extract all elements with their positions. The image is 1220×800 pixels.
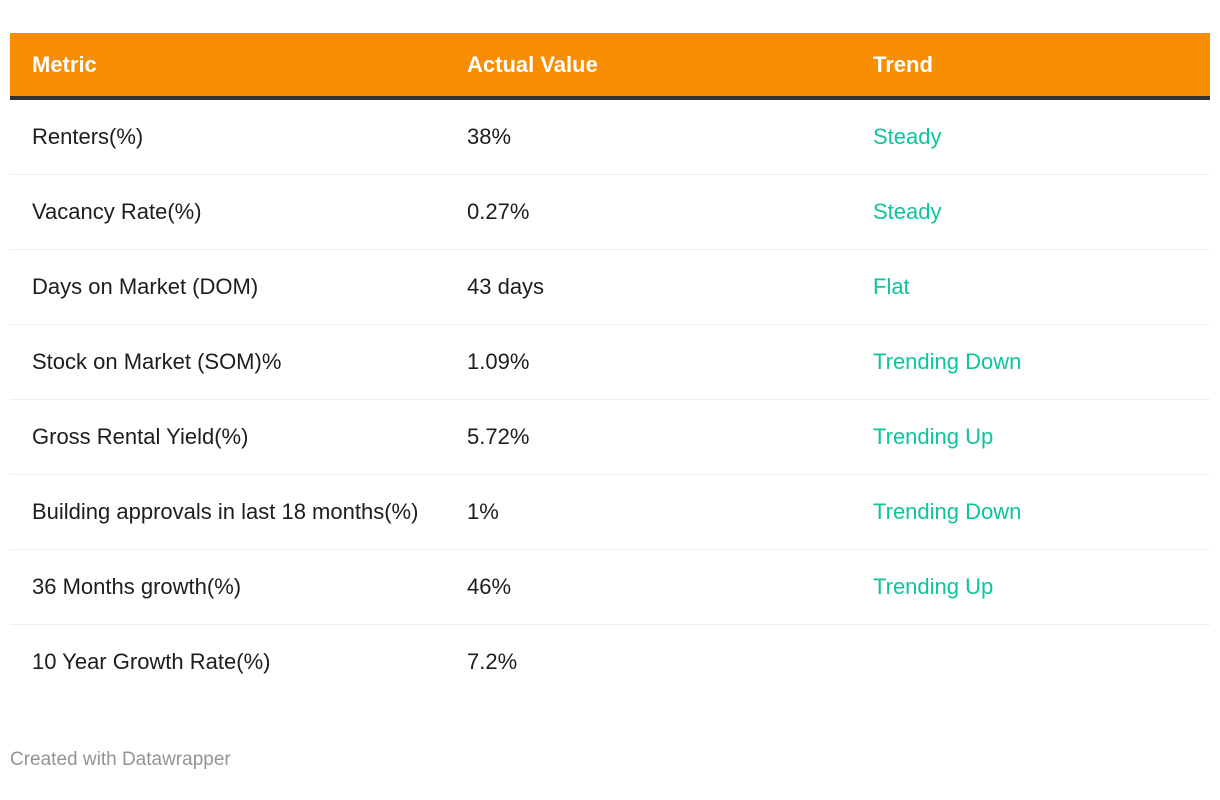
trend-cell: Steady [851,174,1210,250]
table-row: 36 Months growth(%) 46% Trending Up [10,549,1210,625]
table-row: Vacancy Rate(%) 0.27% Steady [10,174,1210,250]
value-cell: 43 days [445,249,851,325]
value-cell: 5.72% [445,399,851,475]
table-row: Building approvals in last 18 months(%) 1… [10,474,1210,550]
metrics-table: Metric Actual Value Trend Renters(%) 38% S… [10,33,1210,699]
table-row: Days on Market (DOM) 43 days Flat [10,249,1210,325]
header-cell-trend: Trend [851,33,1210,100]
trend-cell: Trending Up [851,549,1210,625]
value-cell: 46% [445,549,851,625]
trend-cell: Trending Down [851,324,1210,400]
metric-cell: 10 Year Growth Rate(%) [32,649,271,674]
value-cell: 1.09% [445,324,851,400]
header-cell-metric: Metric [10,33,445,100]
metric-cell: Renters(%) [10,98,445,175]
value-cell: 38% [445,98,851,175]
table-row: Gross Rental Yield(%) 5.72% Trending Up [10,399,1210,475]
trend-cell: Trending Down [851,474,1210,550]
table-header: Metric Actual Value Trend [10,33,1210,100]
metric-cell: Vacancy Rate(%) [10,174,445,250]
trend-cell: Trending Up [851,399,1210,475]
table-row: 10 Year Growth Rate(%) 7.2% [10,625,1210,700]
trend-cell: Flat [851,249,1210,325]
value-cell: 0.27% [445,174,851,250]
attribution-text: Created with Datawrapper [10,749,231,770]
table-row: Renters(%) 38% Steady [10,98,1210,175]
metric-cell: 36 Months growth(%) [10,549,445,625]
trend-cell [851,625,1210,700]
trend-cell: Steady [851,98,1210,175]
header-cell-actual-value: Actual Value [445,33,851,100]
header-row: Metric Actual Value Trend [10,33,1210,100]
table-row: Stock on Market (SOM)% 1.09% Trending Down [10,324,1210,400]
datawrapper-table-widget: Metric Actual Value Trend Renters(%) 38% S… [10,33,1210,770]
table-body: Renters(%) 38% Steady Vacancy Rate(%) 0.27% S… [10,98,1210,699]
value-cell: 7.2% [467,649,518,674]
metric-cell: Stock on Market (SOM)% [10,324,445,400]
metric-cell: Days on Market (DOM) [10,249,445,325]
metric-cell: Gross Rental Yield(%) [10,399,445,475]
value-cell: 1% [445,474,851,550]
metric-cell: Building approvals in last 18 months(%) [10,474,445,550]
